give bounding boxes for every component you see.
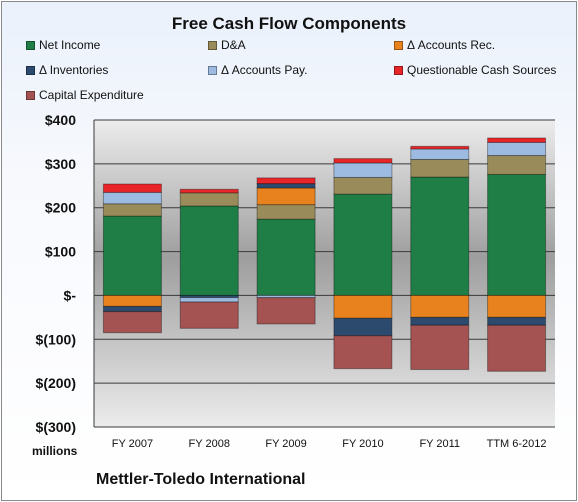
legend-swatch xyxy=(208,41,217,50)
bar-segment xyxy=(333,176,393,195)
legend-label: Questionable Cash Sources xyxy=(407,63,557,77)
bar-segment xyxy=(256,183,316,189)
company-name: Mettler-Toledo International xyxy=(96,471,306,488)
bar-segment xyxy=(487,173,547,296)
bar-segment xyxy=(333,317,393,337)
y-tick-label: $300 xyxy=(45,156,76,172)
legend-item-questionable-cash: Questionable Cash Sources xyxy=(394,63,556,77)
y-tick-label: $(300) xyxy=(36,419,76,435)
bar-segment xyxy=(333,193,393,296)
bar-segment xyxy=(410,294,470,318)
bar-segment xyxy=(487,324,547,372)
legend-item-inventories: Δ Inventories xyxy=(26,63,108,77)
x-tick-label: FY 2008 xyxy=(189,438,230,450)
x-tick-label: FY 2011 xyxy=(419,438,460,450)
legend-label: Capital Expenditure xyxy=(39,88,144,102)
bar-segment xyxy=(410,158,470,178)
bar-segment xyxy=(333,335,393,370)
bar-segment xyxy=(410,148,470,160)
legend-label: Δ Accounts Rec. xyxy=(407,38,496,52)
bar-segment xyxy=(487,294,547,318)
y-tick-label: $400 xyxy=(45,112,76,128)
bar-segment xyxy=(333,294,393,319)
bar-segment xyxy=(410,316,470,326)
bar-segment xyxy=(256,297,316,325)
bar-segment xyxy=(333,162,393,178)
bar-segment xyxy=(333,158,393,164)
legend-label: Δ Accounts Pay. xyxy=(221,63,308,77)
bar-segment xyxy=(410,145,470,150)
bar-segment xyxy=(487,141,547,157)
x-tick-label: FY 2007 xyxy=(112,438,153,450)
bar-segment xyxy=(487,316,547,326)
bar-segment xyxy=(487,155,547,175)
legend-swatch xyxy=(394,66,403,75)
x-tick-label: FY 2010 xyxy=(342,438,383,450)
bar-segment xyxy=(256,187,316,206)
bar-segment xyxy=(179,188,239,194)
y-tick-label: $200 xyxy=(45,200,76,216)
bar-segment xyxy=(102,203,162,217)
bar-segment xyxy=(102,305,162,313)
legend-label: D&A xyxy=(221,38,246,52)
y-tick-label: $100 xyxy=(45,244,76,260)
plot-background xyxy=(94,120,555,427)
legend-item-accounts-rec: Δ Accounts Rec. xyxy=(394,38,495,52)
bar-segment xyxy=(102,215,162,296)
bar-segment xyxy=(102,311,162,334)
bar-segment xyxy=(179,192,239,207)
bar-segment xyxy=(102,183,162,193)
legend-item-accounts-pay: Δ Accounts Pay. xyxy=(208,63,308,77)
y-tick-label: $- xyxy=(64,287,77,303)
legend-label: Δ Inventories xyxy=(39,63,109,77)
legend-item-capital-expenditure: Capital Expenditure xyxy=(26,88,144,102)
bar-segment xyxy=(179,205,239,296)
y-axis-unit-label: millions xyxy=(32,444,78,458)
bar-segment xyxy=(256,204,316,220)
y-tick-label: $(200) xyxy=(36,375,76,391)
legend-item-da: D&A xyxy=(208,38,246,52)
bar-segment xyxy=(179,297,239,303)
legend-swatch xyxy=(394,41,403,50)
bar-segment xyxy=(256,218,316,296)
bar-segment xyxy=(179,301,239,329)
bar-segment xyxy=(410,324,470,371)
bar-segment xyxy=(102,294,162,307)
legend-item-net-income: Net Income xyxy=(26,38,100,52)
y-tick-label: $(100) xyxy=(36,331,76,347)
legend-label: Net Income xyxy=(39,38,101,52)
bar-segment xyxy=(102,191,162,205)
legend-swatch xyxy=(208,66,217,75)
chart-title: Free Cash Flow Components xyxy=(171,14,407,33)
legend-swatch xyxy=(26,91,35,100)
x-tick-label: TTM 6-2012 xyxy=(487,438,547,450)
bar-segment xyxy=(256,177,316,185)
legend-swatch xyxy=(26,41,35,50)
legend-swatch xyxy=(26,66,35,75)
bar-segment xyxy=(410,176,470,296)
x-tick-label: FY 2009 xyxy=(265,438,306,450)
bar-segment xyxy=(487,137,547,143)
